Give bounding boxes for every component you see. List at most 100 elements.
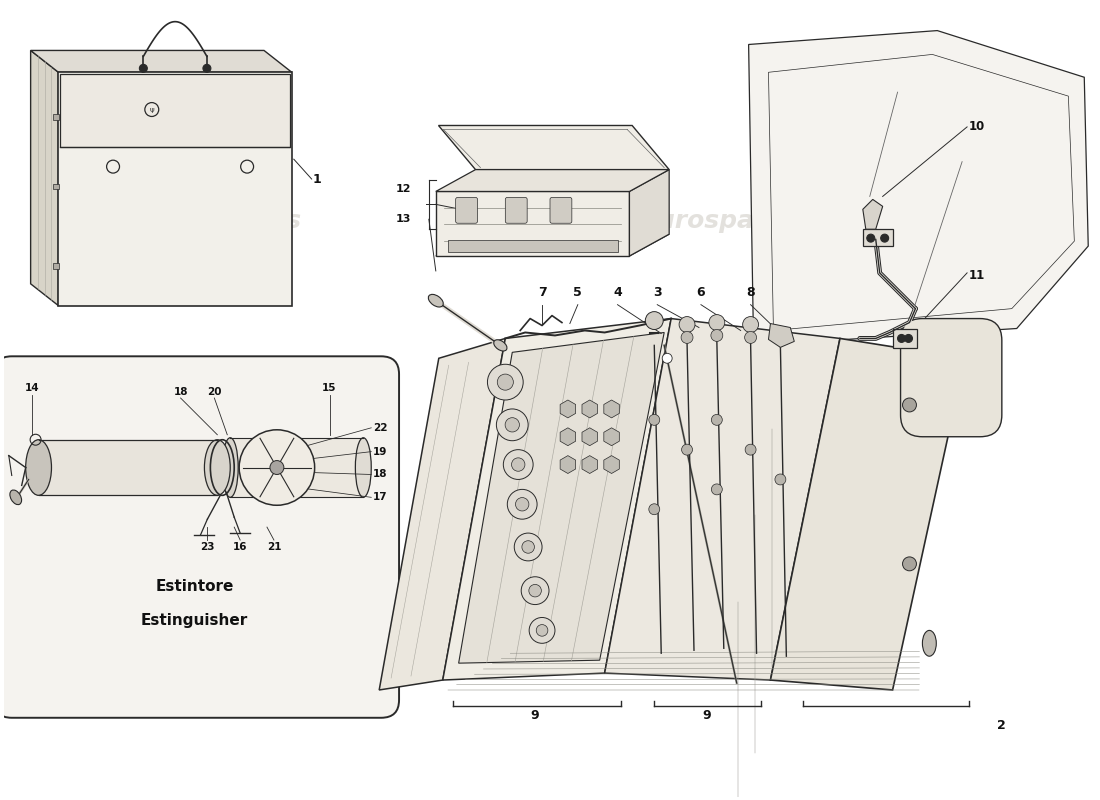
- Polygon shape: [31, 50, 292, 72]
- FancyBboxPatch shape: [505, 198, 527, 223]
- Circle shape: [497, 374, 514, 390]
- Circle shape: [270, 461, 284, 474]
- Circle shape: [515, 533, 542, 561]
- Circle shape: [649, 414, 660, 426]
- Text: Estintore: Estintore: [155, 579, 233, 594]
- Polygon shape: [39, 440, 218, 495]
- Circle shape: [904, 334, 913, 342]
- Circle shape: [140, 64, 147, 72]
- Polygon shape: [436, 191, 629, 256]
- Text: 12: 12: [396, 185, 411, 194]
- Circle shape: [679, 317, 695, 333]
- Polygon shape: [31, 50, 58, 306]
- Circle shape: [504, 450, 534, 479]
- Circle shape: [742, 317, 759, 333]
- Circle shape: [774, 474, 785, 485]
- FancyBboxPatch shape: [54, 183, 59, 190]
- Text: 9: 9: [703, 710, 712, 722]
- Circle shape: [516, 498, 529, 511]
- Polygon shape: [379, 338, 505, 690]
- Circle shape: [521, 541, 535, 554]
- Text: 2: 2: [998, 719, 1006, 732]
- Text: 3: 3: [653, 286, 661, 299]
- Circle shape: [536, 625, 548, 636]
- Text: 1: 1: [312, 173, 321, 186]
- Circle shape: [712, 414, 723, 426]
- Circle shape: [512, 458, 525, 471]
- Polygon shape: [560, 428, 575, 446]
- Polygon shape: [58, 72, 292, 306]
- Polygon shape: [605, 318, 840, 680]
- Ellipse shape: [923, 630, 936, 656]
- Polygon shape: [892, 329, 917, 348]
- Circle shape: [881, 234, 889, 242]
- Ellipse shape: [494, 340, 507, 351]
- Text: 18: 18: [174, 387, 188, 397]
- Polygon shape: [60, 74, 289, 146]
- Text: eurospares: eurospares: [143, 210, 301, 234]
- Ellipse shape: [10, 490, 22, 505]
- Text: 9: 9: [531, 710, 539, 722]
- Polygon shape: [230, 438, 363, 498]
- Polygon shape: [749, 30, 1088, 346]
- Polygon shape: [770, 338, 965, 690]
- Polygon shape: [459, 333, 664, 663]
- Text: 17: 17: [373, 492, 388, 502]
- Circle shape: [505, 418, 519, 432]
- Circle shape: [487, 364, 524, 400]
- Polygon shape: [604, 428, 619, 446]
- Text: 15: 15: [322, 383, 337, 393]
- Circle shape: [239, 430, 315, 506]
- Circle shape: [529, 585, 541, 597]
- Polygon shape: [582, 400, 597, 418]
- Circle shape: [681, 331, 693, 343]
- Polygon shape: [560, 456, 575, 474]
- Ellipse shape: [355, 438, 372, 498]
- Circle shape: [521, 577, 549, 605]
- Circle shape: [745, 331, 757, 343]
- Text: 14: 14: [24, 383, 38, 393]
- Text: 11: 11: [969, 270, 986, 282]
- FancyBboxPatch shape: [54, 114, 59, 120]
- FancyBboxPatch shape: [455, 198, 477, 223]
- Text: 18: 18: [373, 470, 387, 479]
- Polygon shape: [582, 456, 597, 474]
- Circle shape: [867, 234, 875, 242]
- Circle shape: [202, 64, 211, 72]
- FancyBboxPatch shape: [448, 240, 617, 252]
- Circle shape: [529, 618, 556, 643]
- Polygon shape: [442, 318, 671, 680]
- Text: Estinguisher: Estinguisher: [141, 613, 249, 628]
- Text: 16: 16: [233, 542, 248, 552]
- Circle shape: [711, 330, 723, 342]
- Circle shape: [745, 444, 756, 455]
- FancyBboxPatch shape: [901, 318, 1002, 437]
- Circle shape: [708, 314, 725, 330]
- Ellipse shape: [25, 440, 52, 495]
- FancyBboxPatch shape: [550, 198, 572, 223]
- FancyBboxPatch shape: [54, 263, 59, 269]
- Text: 19: 19: [373, 446, 387, 457]
- Text: 22: 22: [373, 423, 387, 433]
- Polygon shape: [629, 170, 669, 256]
- Text: 13: 13: [396, 214, 411, 224]
- Text: 10: 10: [969, 121, 986, 134]
- Polygon shape: [862, 199, 882, 229]
- Polygon shape: [439, 126, 669, 170]
- FancyBboxPatch shape: [0, 356, 399, 718]
- Ellipse shape: [428, 294, 443, 307]
- Circle shape: [649, 504, 660, 514]
- Circle shape: [712, 484, 723, 495]
- Circle shape: [646, 312, 663, 330]
- Text: 21: 21: [266, 542, 282, 552]
- Ellipse shape: [222, 438, 239, 498]
- Circle shape: [507, 490, 537, 519]
- Text: 23: 23: [200, 542, 214, 552]
- Text: 8: 8: [746, 286, 755, 299]
- Circle shape: [662, 354, 672, 363]
- Text: 6: 6: [696, 286, 705, 299]
- Polygon shape: [769, 323, 794, 347]
- Ellipse shape: [205, 440, 230, 495]
- Text: 5: 5: [573, 286, 582, 299]
- Polygon shape: [436, 170, 669, 191]
